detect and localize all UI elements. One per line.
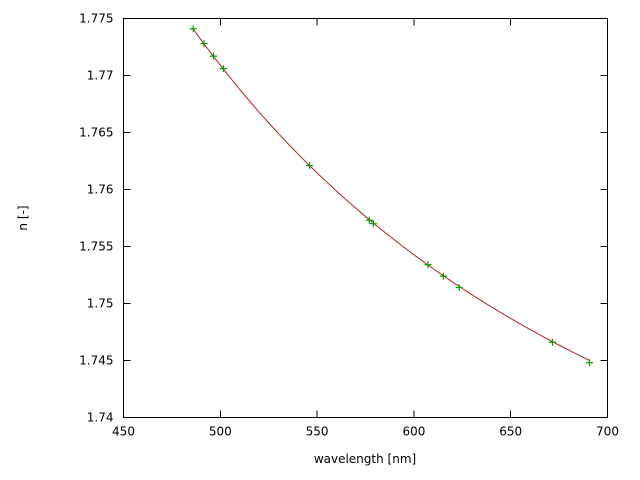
y-tick-label: 1.745 [79, 354, 113, 368]
y-tick-label: 1.77 [87, 69, 114, 83]
data-point-marker [200, 40, 208, 48]
fit-curve [192, 28, 590, 361]
data-point-marker [424, 261, 432, 269]
axis-tick-labels: 450 500 550 600 650 700 1.74 1.745 1.75 1.755 1.76… [79, 12, 619, 439]
x-tick-label: 450 [112, 425, 135, 439]
plot-border [123, 18, 608, 418]
x-tick-label: 600 [402, 425, 425, 439]
axis-ticks [123, 18, 608, 418]
data-point-marker [189, 25, 197, 33]
x-tick-label: 500 [209, 425, 232, 439]
data-point-marker [219, 65, 227, 73]
fit-curve-layer [192, 28, 590, 361]
data-point-marker [365, 216, 373, 224]
data-point-marker [210, 52, 218, 60]
y-tick-label: 1.765 [79, 126, 113, 140]
x-tick-label: 550 [306, 425, 329, 439]
y-tick-label: 1.74 [87, 411, 114, 425]
y-tick-label: 1.775 [79, 12, 113, 26]
data-point-marker [439, 272, 447, 280]
y-axis-label: n [-] [16, 205, 30, 230]
data-point-marker [455, 284, 463, 292]
data-point-marker [369, 220, 377, 228]
y-tick-label: 1.76 [87, 183, 114, 197]
x-axis-label: wavelength [nm] [314, 452, 416, 466]
data-point-marker [549, 338, 557, 346]
y-tick-label: 1.755 [79, 240, 113, 254]
data-point-marker [585, 359, 593, 367]
x-tick-label: 650 [499, 425, 522, 439]
data-point-marker [306, 162, 314, 170]
y-tick-label: 1.75 [87, 297, 114, 311]
x-tick-label: 700 [596, 425, 619, 439]
data-points-layer [189, 25, 593, 367]
